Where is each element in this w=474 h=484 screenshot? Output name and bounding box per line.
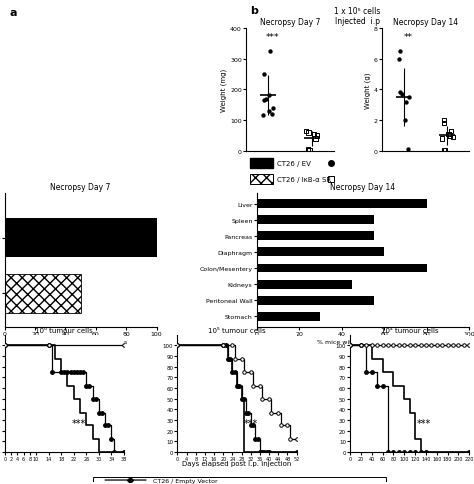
Bar <box>257 200 427 209</box>
Title: 10⁶ tumour cells: 10⁶ tumour cells <box>36 327 93 333</box>
Point <box>306 147 313 155</box>
Text: b: b <box>250 6 258 16</box>
Text: CT26 / Empty Vector: CT26 / Empty Vector <box>154 478 218 483</box>
Point <box>260 71 268 79</box>
Point <box>440 120 447 128</box>
Point <box>311 136 319 143</box>
Point <box>440 117 448 125</box>
Text: CT26 / EV: CT26 / EV <box>277 161 311 167</box>
Point <box>302 128 310 136</box>
Point <box>268 111 276 119</box>
Point <box>401 117 409 125</box>
Y-axis label: Weight (g): Weight (g) <box>364 72 371 108</box>
Bar <box>5 274 81 313</box>
Point <box>396 90 403 97</box>
Point <box>310 131 318 138</box>
Text: CT26 / IκB-α SR: CT26 / IκB-α SR <box>277 177 331 182</box>
Bar <box>257 312 320 321</box>
Text: 1 x 10⁵ cells
Injected  i.p: 1 x 10⁵ cells Injected i.p <box>335 7 381 26</box>
Text: **: ** <box>403 32 412 42</box>
Text: ***: *** <box>72 419 86 428</box>
Title: 10⁴ tumour cells: 10⁴ tumour cells <box>381 327 438 333</box>
Bar <box>257 264 427 273</box>
Point <box>396 48 403 56</box>
Point <box>269 105 277 112</box>
Title: Necropsy Day 14: Necropsy Day 14 <box>393 17 458 27</box>
Bar <box>257 216 374 225</box>
Point <box>259 112 266 120</box>
Point <box>405 94 412 102</box>
Point <box>447 128 455 136</box>
Point <box>305 129 312 137</box>
Point <box>263 95 270 103</box>
Bar <box>257 248 384 257</box>
Title: Necropsy Day 14: Necropsy Day 14 <box>330 182 396 192</box>
Point <box>446 132 454 140</box>
Point <box>265 92 273 100</box>
Point <box>404 146 411 154</box>
X-axis label: % mice with tumour deposits: % mice with tumour deposits <box>35 339 127 344</box>
Point <box>438 136 446 143</box>
Title: Necropsy Day 7: Necropsy Day 7 <box>50 182 111 192</box>
X-axis label: % mice with tumour deposits: % mice with tumour deposits <box>317 339 409 344</box>
Point <box>265 108 273 116</box>
Bar <box>257 296 374 305</box>
Point <box>440 147 447 154</box>
Point <box>304 147 312 154</box>
Point <box>449 134 456 141</box>
Point <box>402 99 410 106</box>
Title: 10⁵ tumour cells: 10⁵ tumour cells <box>208 327 266 333</box>
Text: ***: *** <box>265 32 279 42</box>
Title: Necropsy Day 7: Necropsy Day 7 <box>260 17 320 27</box>
Text: ***: *** <box>417 419 431 428</box>
Text: ***: *** <box>244 419 258 428</box>
Point <box>398 91 406 99</box>
Bar <box>5 219 156 257</box>
Point <box>313 132 321 140</box>
Y-axis label: Weight (mg): Weight (mg) <box>221 69 227 112</box>
Point <box>267 48 274 56</box>
Point <box>445 131 452 138</box>
Bar <box>257 280 352 289</box>
Text: a: a <box>9 8 17 18</box>
Text: Days elapsed post i.p. injection: Days elapsed post i.p. injection <box>182 460 292 466</box>
Point <box>304 146 312 154</box>
Point <box>395 56 402 63</box>
Point <box>441 147 449 154</box>
Point <box>260 97 268 105</box>
Bar <box>257 232 374 241</box>
